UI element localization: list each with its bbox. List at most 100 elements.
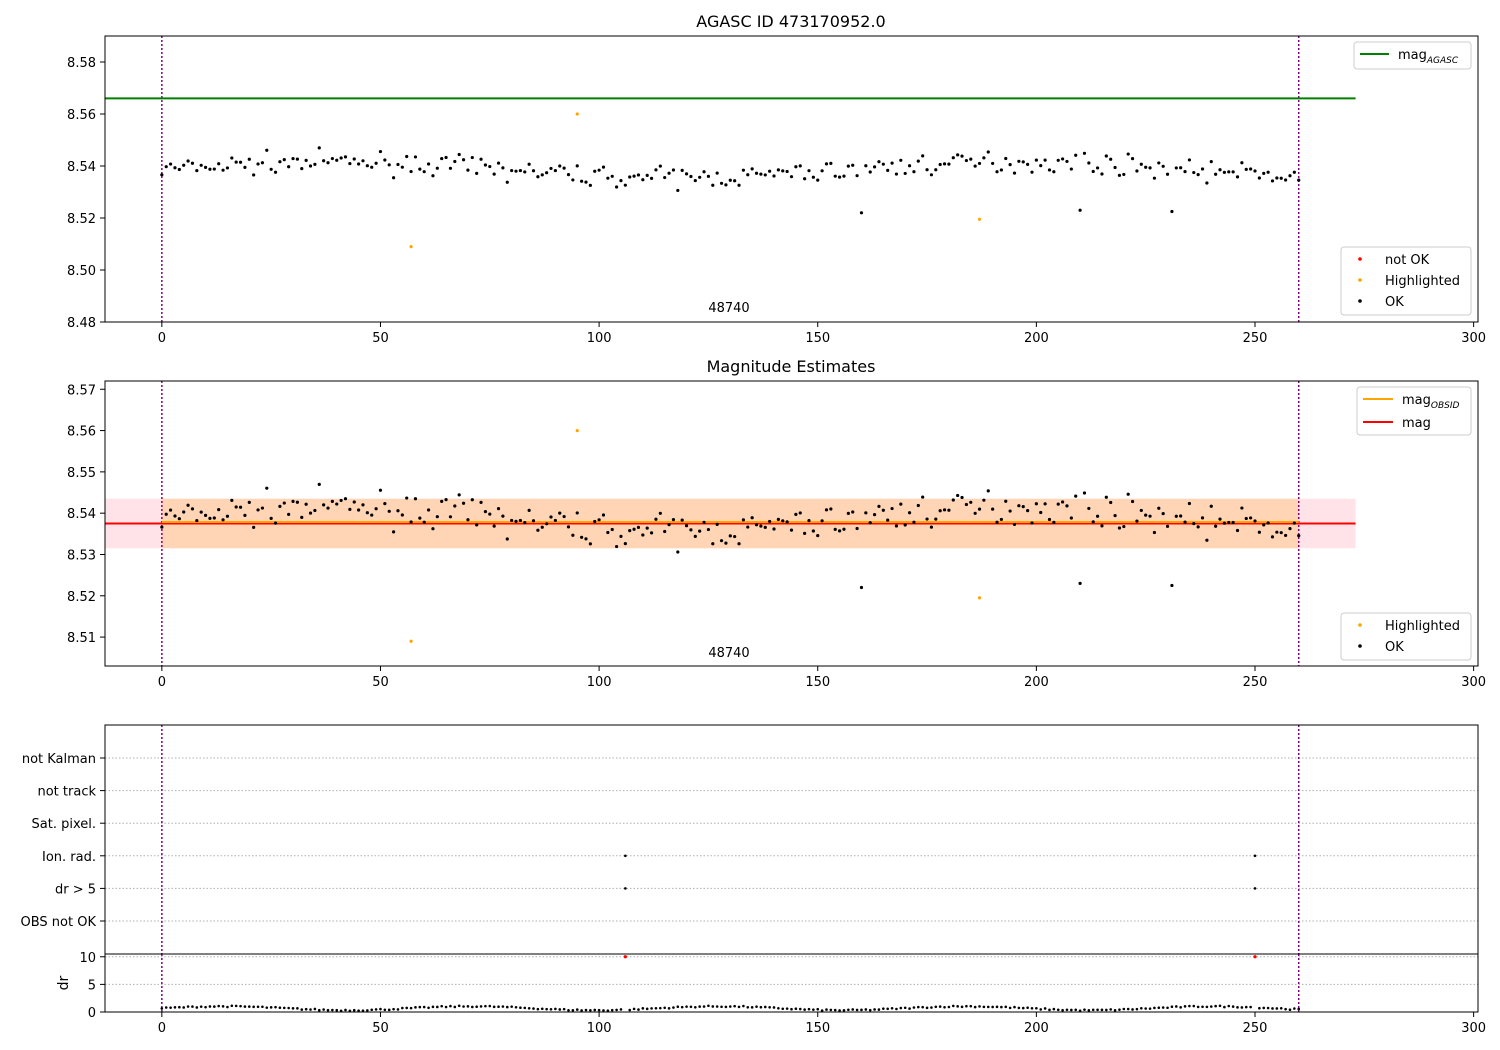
ok-point (1030, 170, 1034, 174)
ok-point (352, 500, 356, 504)
dr-point (309, 1008, 312, 1011)
ok-point (339, 156, 343, 160)
x-tick-label: 250 (1243, 1021, 1268, 1036)
dr-point (1288, 1008, 1292, 1011)
dr-point (619, 1008, 623, 1011)
ok-point (632, 527, 636, 531)
dr-point (335, 1008, 339, 1012)
ok-point (1091, 169, 1095, 174)
x-tick-label: 0 (158, 675, 166, 690)
x-tick-label: 300 (1461, 675, 1486, 690)
ok-point (698, 529, 702, 533)
ok-point (492, 172, 496, 176)
dr-point (505, 1005, 509, 1009)
dr-point (755, 1005, 758, 1008)
ok-point (1288, 527, 1292, 531)
ok-point (566, 173, 571, 177)
dr-point (370, 1008, 374, 1012)
ok-point (1170, 583, 1174, 588)
ok-point (1161, 164, 1165, 168)
dr-point (1170, 1005, 1174, 1009)
dr-point (1008, 1006, 1012, 1010)
ok-point (864, 164, 868, 168)
dr-point (1118, 1008, 1121, 1011)
ok-point (916, 159, 920, 163)
ok-point (645, 526, 649, 530)
ok-point (737, 183, 741, 187)
ok-point (820, 519, 824, 523)
ok-point (365, 164, 369, 168)
ok-point (829, 507, 833, 511)
ok-point (746, 173, 750, 177)
ok-point (448, 515, 453, 519)
ok-point (195, 169, 199, 173)
dr-point (759, 1005, 763, 1009)
ok-point (1126, 492, 1130, 496)
ok-point (370, 513, 374, 517)
ok-point (300, 167, 304, 171)
ok-point (387, 509, 391, 513)
dr-axis-label: dr (56, 975, 72, 990)
ok-point (654, 517, 658, 521)
ok-point (754, 171, 759, 175)
ok-point (1174, 514, 1178, 518)
x-tick-label: 250 (1243, 331, 1268, 346)
dr-point (1258, 1006, 1261, 1010)
ok-point (1192, 170, 1196, 175)
dr-point (768, 1006, 771, 1009)
ok-point (444, 497, 448, 502)
ok-point (658, 511, 662, 515)
ok-point (1200, 516, 1205, 520)
dr-point (838, 1009, 841, 1012)
ok-point (702, 170, 706, 174)
dr-point (1113, 1008, 1117, 1012)
dr-point (777, 1007, 780, 1010)
ok-point (859, 585, 864, 590)
ok-point (1008, 163, 1012, 167)
ok-point (1069, 516, 1073, 520)
dr-point (164, 1006, 168, 1009)
dr-point (938, 1005, 942, 1008)
dr-point (868, 1008, 872, 1012)
dr-point (1035, 1006, 1038, 1010)
panel-dr: 0 50 100 150 200 250 300 0 5 10 dr (56, 951, 1486, 1036)
dr-point (1030, 1007, 1034, 1010)
dr-point (274, 1005, 277, 1009)
dr-point (1052, 1007, 1056, 1011)
dr-point (1297, 1007, 1301, 1011)
ok-point (160, 525, 164, 529)
dr-point (1109, 1008, 1113, 1011)
ok-point (719, 539, 724, 543)
dr-point (702, 1005, 706, 1008)
ok-point (383, 158, 387, 162)
x-tick-label: 150 (805, 1021, 830, 1036)
dr-point (1122, 1007, 1126, 1011)
dr-point (269, 1006, 273, 1009)
ok-point (684, 172, 689, 176)
panel3-frame (104, 724, 1479, 955)
ok-point (422, 170, 426, 174)
dr-point (317, 1008, 321, 1012)
y-tick-label: 8.56 (67, 425, 96, 440)
dr-point (1266, 1006, 1270, 1010)
ok-point (1061, 157, 1065, 161)
dr-point (737, 1005, 741, 1009)
dr-point (680, 1005, 684, 1009)
flag-row-label: Sat. pixel. (32, 817, 96, 832)
ok-point (1056, 158, 1060, 162)
ok-point (1257, 530, 1261, 534)
ok-point (1262, 171, 1266, 175)
ok-point (413, 155, 418, 159)
ok-point (671, 517, 676, 522)
ok-point (252, 173, 256, 177)
dr-point (160, 1007, 164, 1010)
dr-point (728, 1005, 732, 1008)
ok-point (1104, 495, 1108, 499)
ok-point (182, 510, 186, 514)
ok-point (1100, 172, 1104, 176)
ok-point (907, 164, 912, 168)
dr-point (387, 1008, 391, 1012)
ok-point (177, 517, 181, 521)
ok-point (317, 146, 321, 150)
dr-point (864, 1008, 868, 1011)
